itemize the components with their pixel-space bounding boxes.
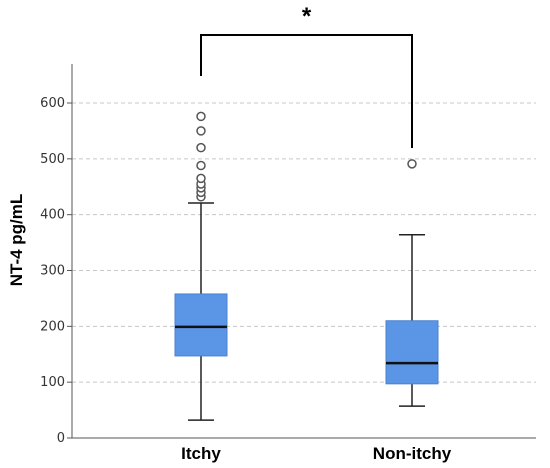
y-tick-label: 0 bbox=[57, 431, 65, 446]
itchy-outlier-point bbox=[196, 160, 206, 171]
gridlines bbox=[72, 102, 536, 383]
significance-bracket: * bbox=[200, 3, 413, 148]
boxes bbox=[174, 111, 439, 421]
y-tick-label: 600 bbox=[40, 96, 65, 111]
significance-bracket-line bbox=[200, 34, 413, 148]
itchy-outlier-point bbox=[196, 126, 206, 136]
significance-label: * bbox=[302, 3, 312, 30]
itchy-outlier-point bbox=[196, 142, 206, 153]
y-axis-title: NT-4 pg/mL bbox=[7, 194, 26, 287]
axes: 0 100 200 300 400 500 600 Itchy Non-itchy bbox=[40, 64, 536, 463]
y-tick-label: 300 bbox=[40, 264, 65, 279]
x-category-label: Itchy bbox=[181, 444, 221, 463]
y-tick-label: 100 bbox=[40, 375, 65, 390]
y-tick-label: 400 bbox=[40, 208, 65, 223]
y-tick-label: 500 bbox=[40, 152, 65, 167]
y-tick-label: 200 bbox=[40, 319, 65, 334]
non-itchy-outlier-point bbox=[407, 159, 417, 169]
itchy-outlier-point bbox=[196, 111, 206, 122]
itchy-iqr-box bbox=[174, 293, 228, 357]
non-itchy-iqr-box bbox=[385, 320, 439, 385]
itchy-outlier-point bbox=[196, 173, 206, 184]
x-category-label: Non-itchy bbox=[373, 444, 452, 463]
